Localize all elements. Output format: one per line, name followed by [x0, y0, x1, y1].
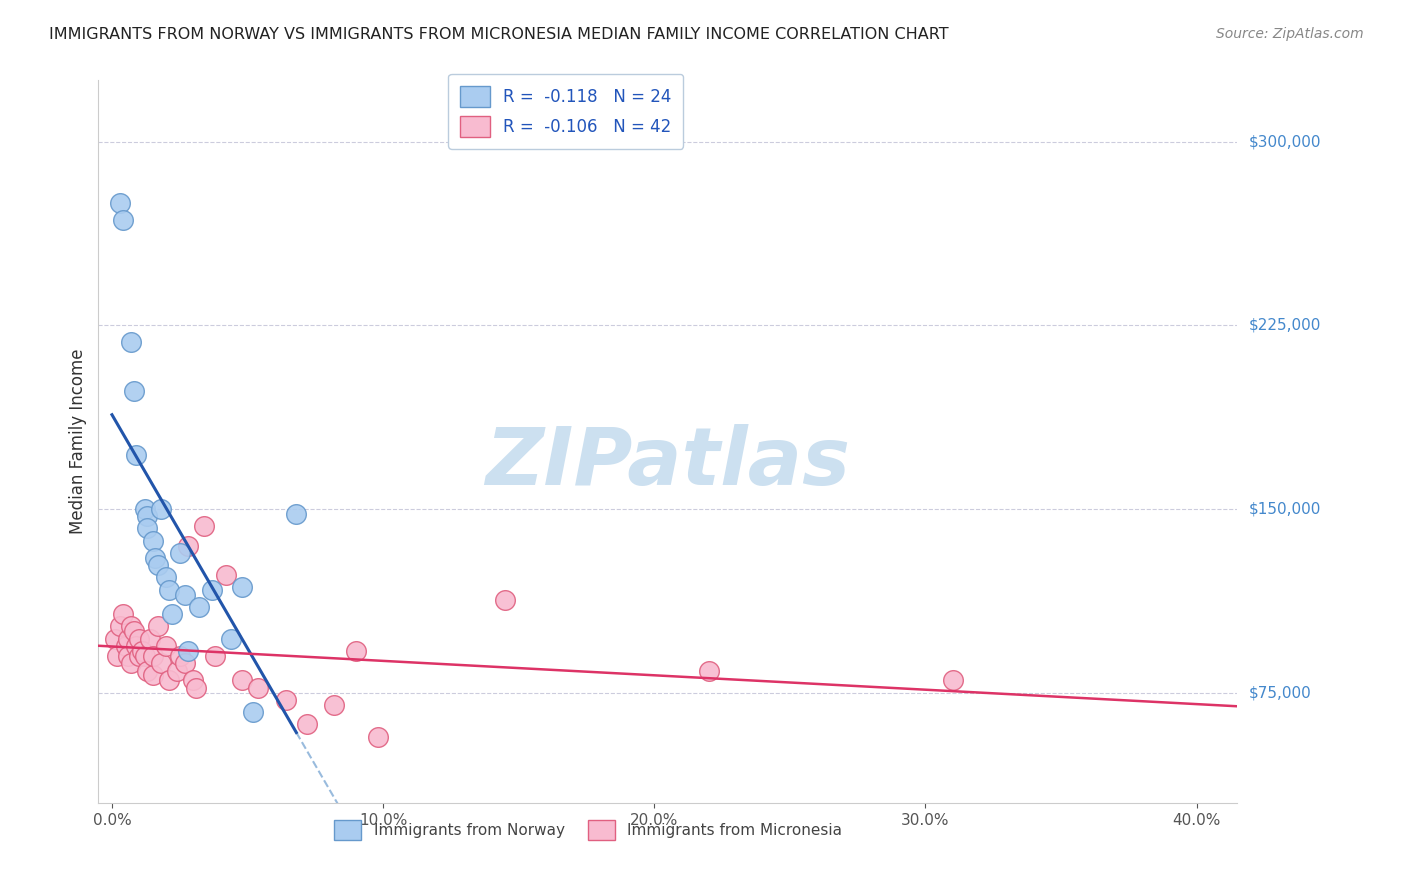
Point — [204, 648, 226, 663]
Point — [274, 693, 297, 707]
Point — [142, 648, 165, 663]
Point — [157, 582, 180, 597]
Point — [297, 717, 319, 731]
Point — [169, 546, 191, 560]
Point — [117, 632, 139, 646]
Point — [184, 681, 207, 695]
Point — [697, 664, 720, 678]
Point — [114, 639, 136, 653]
Point — [111, 607, 134, 622]
Point — [142, 668, 165, 682]
Point — [111, 213, 134, 227]
Point — [120, 335, 142, 350]
Point — [107, 648, 129, 663]
Point — [215, 568, 238, 582]
Point — [323, 698, 346, 712]
Point — [149, 502, 172, 516]
Point — [201, 582, 224, 597]
Point — [174, 588, 197, 602]
Point — [117, 648, 139, 663]
Point — [122, 624, 145, 639]
Point — [169, 648, 191, 663]
Point — [131, 644, 153, 658]
Point — [145, 550, 167, 565]
Point — [231, 673, 253, 688]
Point — [942, 673, 965, 688]
Point — [187, 599, 209, 614]
Point — [193, 519, 215, 533]
Point — [155, 570, 177, 584]
Point — [494, 592, 516, 607]
Point — [134, 502, 156, 516]
Point — [160, 607, 183, 622]
Point — [136, 664, 159, 678]
Point — [157, 673, 180, 688]
Point — [177, 539, 200, 553]
Point — [120, 619, 142, 633]
Point — [136, 521, 159, 535]
Point — [221, 632, 243, 646]
Point — [122, 384, 145, 399]
Point — [149, 656, 172, 670]
Point — [247, 681, 270, 695]
Text: ZIPatlas: ZIPatlas — [485, 425, 851, 502]
Point — [155, 639, 177, 653]
Point — [120, 656, 142, 670]
Point — [242, 705, 264, 719]
Point — [136, 509, 159, 524]
Text: $150,000: $150,000 — [1249, 501, 1320, 516]
Point — [104, 632, 127, 646]
Point — [134, 648, 156, 663]
Point — [128, 648, 150, 663]
Text: $300,000: $300,000 — [1249, 134, 1320, 149]
Legend: Immigrants from Norway, Immigrants from Micronesia: Immigrants from Norway, Immigrants from … — [328, 814, 848, 846]
Point — [183, 673, 205, 688]
Point — [128, 632, 150, 646]
Text: IMMIGRANTS FROM NORWAY VS IMMIGRANTS FROM MICRONESIA MEDIAN FAMILY INCOME CORREL: IMMIGRANTS FROM NORWAY VS IMMIGRANTS FRO… — [49, 27, 949, 42]
Point — [125, 639, 148, 653]
Point — [139, 632, 162, 646]
Y-axis label: Median Family Income: Median Family Income — [69, 349, 87, 534]
Text: Source: ZipAtlas.com: Source: ZipAtlas.com — [1216, 27, 1364, 41]
Point — [125, 448, 148, 462]
Point — [177, 644, 200, 658]
Point — [166, 664, 188, 678]
Point — [367, 730, 389, 744]
Point — [108, 195, 131, 210]
Point — [146, 558, 169, 573]
Point — [142, 533, 165, 548]
Text: $75,000: $75,000 — [1249, 685, 1312, 700]
Point — [231, 580, 253, 594]
Point — [344, 644, 367, 658]
Text: $225,000: $225,000 — [1249, 318, 1320, 333]
Point — [285, 507, 308, 521]
Point — [146, 619, 169, 633]
Point — [108, 619, 131, 633]
Point — [174, 656, 197, 670]
